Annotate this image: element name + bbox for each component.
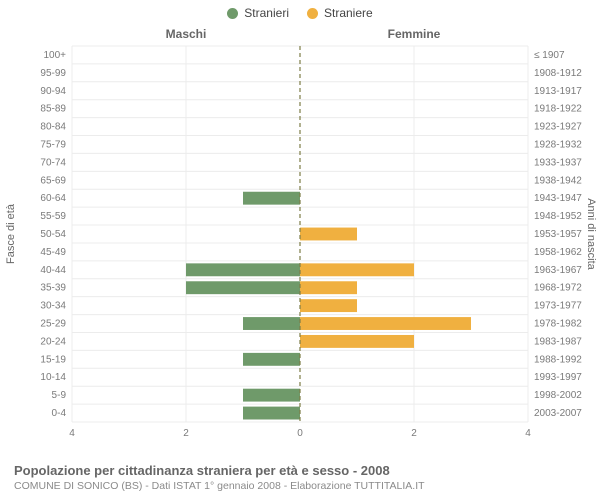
bar-female	[300, 228, 357, 241]
birth-year-label: 1998-2002	[534, 390, 582, 401]
x-tick-label: 4	[525, 428, 531, 439]
bar-female	[300, 281, 357, 294]
circle-icon	[227, 8, 238, 19]
birth-year-label: 1908-1912	[534, 68, 582, 79]
age-band-label: 95-99	[40, 68, 66, 79]
age-band-label: 10-14	[40, 372, 66, 383]
age-band-label: 100+	[43, 50, 66, 61]
age-band-label: 20-24	[40, 336, 66, 347]
bar-male	[243, 389, 300, 402]
birth-year-label: 1948-1952	[534, 211, 582, 222]
birth-year-label: 1968-1972	[534, 283, 582, 294]
col-header-male: Maschi	[166, 27, 207, 41]
age-band-label: 50-54	[40, 229, 66, 240]
age-band-label: 45-49	[40, 247, 66, 258]
bar-female	[300, 299, 357, 312]
birth-year-label: 1928-1932	[534, 139, 582, 150]
birth-year-label: 1983-1987	[534, 336, 582, 347]
birth-year-label: 1993-1997	[534, 372, 582, 383]
bar-female	[300, 263, 414, 276]
birth-year-label: 1923-1927	[534, 122, 582, 133]
bar-male	[186, 263, 300, 276]
birth-year-label: 2003-2007	[534, 408, 582, 419]
birth-year-label: 1938-1942	[534, 175, 582, 186]
age-band-label: 0-4	[52, 408, 67, 419]
age-band-label: 25-29	[40, 319, 66, 330]
age-band-label: 75-79	[40, 139, 66, 150]
axis-title-right: Anni di nascita	[585, 198, 597, 270]
age-band-label: 70-74	[40, 157, 66, 168]
x-tick-label: 2	[411, 428, 417, 439]
age-band-label: 15-19	[40, 354, 66, 365]
birth-year-label: 1958-1962	[534, 247, 582, 258]
age-band-label: 55-59	[40, 211, 66, 222]
age-band-label: 90-94	[40, 86, 66, 97]
bar-male	[243, 407, 300, 420]
birth-year-label: 1953-1957	[534, 229, 582, 240]
bar-female	[300, 335, 414, 348]
bar-male	[243, 192, 300, 205]
age-band-label: 5-9	[52, 390, 67, 401]
birth-year-label: 1973-1977	[534, 301, 582, 312]
bar-male	[243, 317, 300, 330]
age-band-label: 65-69	[40, 175, 66, 186]
legend-item-female: Straniere	[307, 6, 373, 20]
bar-female	[300, 317, 471, 330]
birth-year-label: 1913-1917	[534, 86, 582, 97]
legend: Stranieri Straniere	[0, 0, 600, 20]
circle-icon	[307, 8, 318, 19]
birth-year-label: 1963-1967	[534, 265, 582, 276]
birth-year-label: 1978-1982	[534, 319, 582, 330]
birth-year-label: 1988-1992	[534, 354, 582, 365]
chart-subtitle: COMUNE DI SONICO (BS) - Dati ISTAT 1° ge…	[14, 480, 586, 492]
age-band-label: 85-89	[40, 104, 66, 115]
legend-label-female: Straniere	[324, 6, 373, 20]
bar-male	[186, 281, 300, 294]
age-band-label: 30-34	[40, 301, 66, 312]
legend-label-male: Stranieri	[244, 6, 289, 20]
birth-year-label: 1933-1937	[534, 157, 582, 168]
birth-year-label: ≤ 1907	[534, 50, 565, 61]
age-band-label: 35-39	[40, 283, 66, 294]
age-band-label: 40-44	[40, 265, 66, 276]
age-band-label: 80-84	[40, 122, 66, 133]
pyramid-chart: Maschi Femmine 0 2 2 4 4 100+ ≤ 1907 95-99 1908-19…	[0, 20, 600, 450]
x-tick-label: 2	[183, 428, 189, 439]
x-tick-label: 4	[69, 428, 75, 439]
legend-item-male: Stranieri	[227, 6, 289, 20]
bar-male	[243, 353, 300, 366]
col-header-female: Femmine	[388, 27, 441, 41]
titles-block: Popolazione per cittadinanza straniera p…	[14, 463, 586, 492]
axis-title-left: Fasce di età	[5, 203, 17, 264]
chart-container: Stranieri Straniere Maschi Femmine 0 2 2 4 4 10…	[0, 0, 600, 500]
x-tick-label: 0	[297, 428, 303, 439]
age-band-label: 60-64	[40, 193, 66, 204]
birth-year-label: 1943-1947	[534, 193, 582, 204]
chart-title: Popolazione per cittadinanza straniera p…	[14, 463, 586, 478]
birth-year-label: 1918-1922	[534, 104, 582, 115]
